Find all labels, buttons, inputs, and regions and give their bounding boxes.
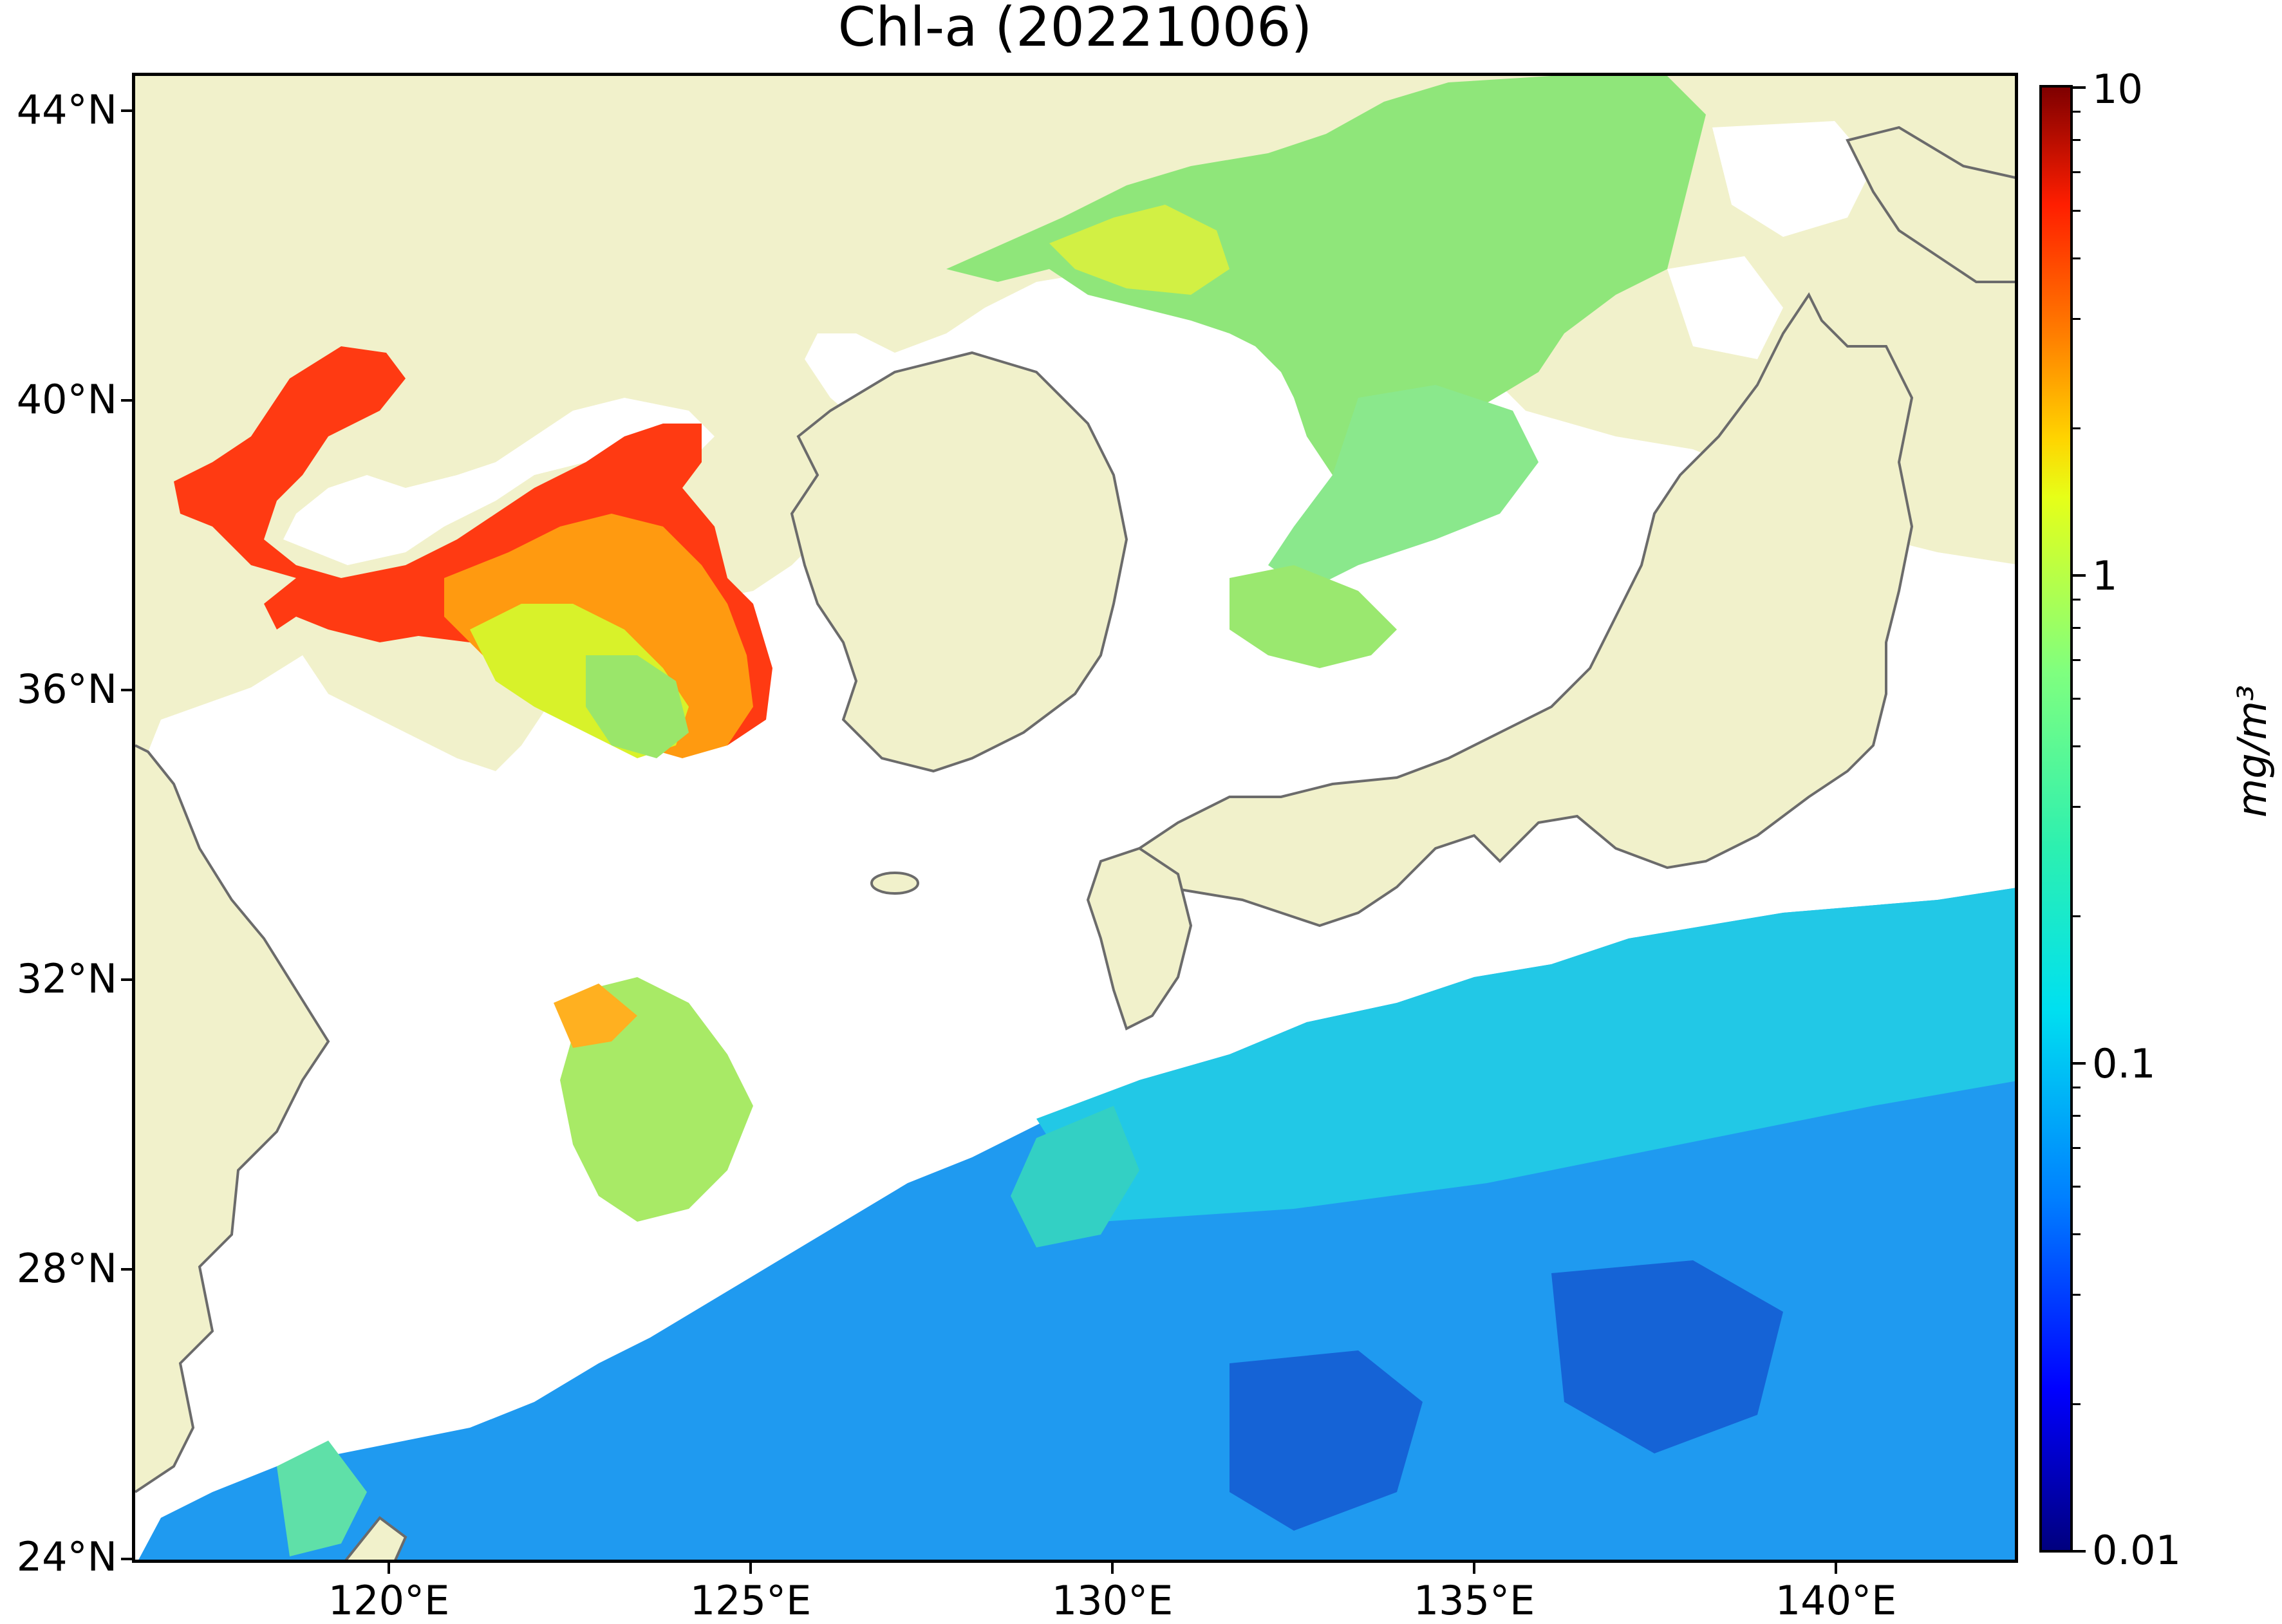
colorbar-label: 1 — [2092, 552, 2118, 599]
colorbar-minor-tick — [2073, 210, 2081, 212]
colorbar-minor-tick — [2073, 171, 2081, 173]
lon-tick — [1111, 1563, 1114, 1574]
colorbar-label: 0.01 — [2092, 1527, 2182, 1574]
chlorophyll-map — [132, 73, 2018, 1563]
land-masses — [135, 126, 2015, 1560]
colorbar-minor-tick — [2073, 1233, 2081, 1235]
colorbar-minor-tick — [2073, 806, 2081, 808]
lon-label: 125°E — [689, 1577, 812, 1624]
colorbar — [2039, 85, 2073, 1553]
colorbar-minor-tick — [2073, 915, 2081, 917]
chlorophyll-retrievals — [138, 76, 2015, 1560]
colorbar-minor-tick — [2073, 599, 2081, 601]
lon-tick — [1835, 1563, 1837, 1574]
lon-label: 130°E — [1051, 1577, 1174, 1624]
colorbar-minor-tick — [2073, 1147, 2081, 1149]
lat-label: 24°N — [16, 1533, 117, 1580]
colorbar-unit-label: mg/m³ — [2229, 685, 2276, 817]
colorbar-minor-tick — [2073, 257, 2081, 259]
lat-tick — [121, 1558, 132, 1560]
lon-label: 140°E — [1775, 1577, 1897, 1624]
lat-label: 32°N — [16, 955, 117, 1002]
lon-label: 120°E — [328, 1577, 450, 1624]
colorbar-minor-tick — [2073, 698, 2081, 700]
lat-label: 40°N — [16, 376, 117, 423]
colorbar-label: 0.1 — [2092, 1040, 2156, 1087]
lat-label: 44°N — [16, 86, 117, 133]
colorbar-minor-tick — [2073, 1087, 2081, 1088]
colorbar-tick — [2073, 86, 2086, 89]
colorbar-minor-tick — [2073, 1115, 2081, 1117]
lat-label: 36°N — [16, 666, 117, 713]
lon-tick — [749, 1563, 752, 1574]
lon-tick — [1473, 1563, 1475, 1574]
colorbar-minor-tick — [2073, 745, 2081, 747]
colorbar-minor-tick — [2073, 1186, 2081, 1188]
colorbar-minor-tick — [2073, 1403, 2081, 1405]
lat-tick — [121, 689, 132, 691]
lon-label: 135°E — [1413, 1577, 1535, 1624]
colorbar-tick — [2073, 1550, 2086, 1553]
lat-tick — [121, 399, 132, 402]
colorbar-minor-tick — [2073, 627, 2081, 629]
lat-tick — [121, 109, 132, 112]
colorbar-tick — [2073, 574, 2086, 577]
lat-tick — [121, 1268, 132, 1271]
lat-label: 28°N — [16, 1245, 117, 1292]
colorbar-minor-tick — [2073, 318, 2081, 320]
lat-tick — [121, 978, 132, 981]
colorbar-minor-tick — [2073, 139, 2081, 141]
colorbar-tick — [2073, 1062, 2086, 1065]
colorbar-minor-tick — [2073, 427, 2081, 429]
map-title: Chl-a (20221006) — [837, 0, 1313, 59]
colorbar-label: 10 — [2092, 66, 2143, 113]
colorbar-minor-tick — [2073, 659, 2081, 661]
map-canvas — [135, 76, 2015, 1560]
lon-tick — [388, 1563, 390, 1574]
colorbar-minor-tick — [2073, 111, 2081, 113]
colorbar-minor-tick — [2073, 1294, 2081, 1296]
